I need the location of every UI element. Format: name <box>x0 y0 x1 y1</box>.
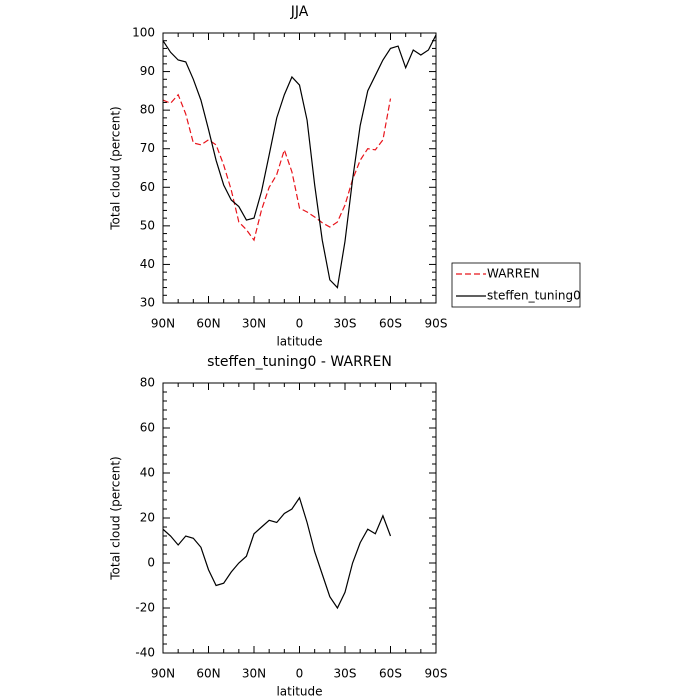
y-tick-label: 70 <box>140 141 155 155</box>
y-tick-label: 20 <box>140 511 155 525</box>
x-tick-label: 90S <box>425 317 448 331</box>
chart-title: JJA <box>290 4 309 20</box>
x-tick-label: 0 <box>296 667 304 681</box>
legend-label: WARREN <box>487 267 540 281</box>
y-tick-label: -20 <box>135 601 155 615</box>
x-tick-label: 30N <box>242 667 266 681</box>
y-tick-label: 90 <box>140 64 155 78</box>
legend-box <box>451 262 581 308</box>
y-tick-label: 40 <box>140 257 155 271</box>
x-axis-label: latitude <box>276 685 322 699</box>
y-tick-label: 0 <box>147 556 155 570</box>
x-tick-label: 30S <box>334 667 357 681</box>
y-tick-label: 60 <box>140 421 155 435</box>
plot-frame <box>162 32 437 304</box>
y-tick-label: 30 <box>140 296 155 310</box>
x-tick-label: 60S <box>379 317 402 331</box>
y-axis-label: Total cloud (percent) <box>109 106 123 230</box>
x-tick-label: 60N <box>196 667 220 681</box>
x-tick-label: 30N <box>242 317 266 331</box>
y-tick-label: 80 <box>140 103 155 117</box>
chart-title: steffen_tuning0 - WARREN <box>207 354 392 370</box>
y-axis-label: Total cloud (percent) <box>109 456 123 580</box>
data-line <box>162 496 392 610</box>
x-tick-label: 90N <box>151 317 175 331</box>
y-tick-label: 50 <box>140 218 155 232</box>
y-tick-label: -40 <box>135 646 155 660</box>
x-tick-label: 30S <box>334 317 357 331</box>
y-tick-label: 80 <box>140 376 155 390</box>
x-tick-label: 90S <box>425 667 448 681</box>
y-tick-label: 40 <box>140 466 155 480</box>
plot-frame <box>162 382 437 654</box>
x-tick-label: 60S <box>379 667 402 681</box>
y-tick-label: 100 <box>132 26 155 40</box>
x-axis-label: latitude <box>276 335 322 349</box>
y-tick-label: 60 <box>140 180 155 194</box>
data-line <box>162 34 437 289</box>
x-tick-label: 90N <box>151 667 175 681</box>
legend-label: steffen_tuning0 <box>487 289 581 303</box>
x-tick-label: 60N <box>196 317 220 331</box>
x-tick-label: 0 <box>296 317 304 331</box>
